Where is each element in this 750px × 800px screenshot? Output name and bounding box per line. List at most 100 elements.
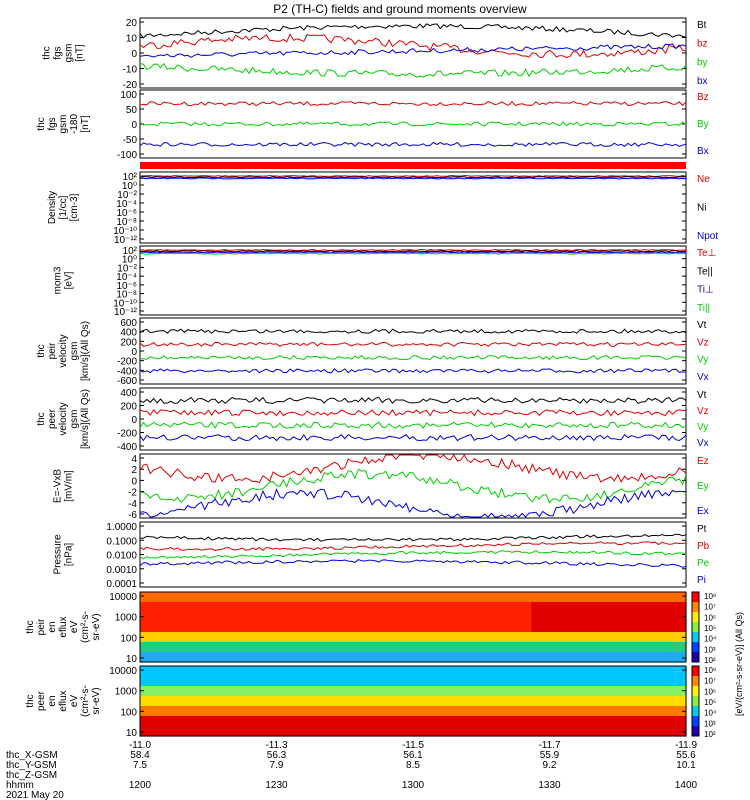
spec-cell xyxy=(212,686,223,692)
spec-cell xyxy=(403,676,414,682)
spec-cell xyxy=(595,731,605,737)
spec-cell xyxy=(267,652,278,658)
spec-cell xyxy=(494,657,505,663)
spec-cell xyxy=(194,597,205,603)
spec-cell xyxy=(194,647,205,653)
spec-cell xyxy=(513,602,523,608)
spec-cell xyxy=(431,731,441,737)
spec-cell xyxy=(485,686,496,692)
colorbar-tick: 10⁷ xyxy=(704,603,716,612)
spec-cell xyxy=(331,607,341,613)
spec-cell xyxy=(485,726,496,732)
colorbar-frame xyxy=(691,665,700,737)
spec-cell xyxy=(504,686,514,692)
spec-cell xyxy=(549,602,560,608)
spec-cell xyxy=(595,607,605,613)
spec-cell xyxy=(658,637,669,643)
spec-cell xyxy=(549,711,560,717)
spec-cell xyxy=(394,607,405,613)
spec-cell xyxy=(140,711,150,717)
spec-cell xyxy=(276,726,287,732)
spec-cell xyxy=(449,597,460,603)
spec-cell xyxy=(440,617,450,623)
colorbar-segment xyxy=(692,726,699,737)
spec-cell xyxy=(640,681,651,687)
spec-cell xyxy=(340,632,350,638)
spec-cell xyxy=(312,681,323,687)
spec-cell xyxy=(622,731,632,737)
spec-cell xyxy=(194,637,205,643)
spec-cell xyxy=(240,706,250,712)
spec-cell xyxy=(176,652,187,658)
spec-cell xyxy=(631,592,642,598)
spec-cell xyxy=(467,652,478,658)
y-label-line: [1/cc] xyxy=(58,195,69,219)
spec-cell xyxy=(231,592,241,598)
spec-cell xyxy=(376,657,387,663)
spec-cell xyxy=(485,652,496,658)
spec-cell xyxy=(167,637,177,643)
spec-cell xyxy=(649,642,660,648)
colorbar-segment xyxy=(692,716,699,727)
spec-cell xyxy=(158,726,168,732)
spec-cell xyxy=(376,731,387,737)
spec-cell xyxy=(294,592,305,598)
spec-cell xyxy=(376,617,387,623)
spec-cell xyxy=(303,652,314,658)
spec-cell xyxy=(185,676,196,682)
spec-cell xyxy=(667,647,678,653)
spec-cell xyxy=(267,706,278,712)
spec-cell xyxy=(631,647,642,653)
spec-cell xyxy=(494,731,505,737)
spec-cell xyxy=(221,691,232,697)
spec-cell xyxy=(212,666,223,672)
colorbar-tick: 10⁷ xyxy=(704,677,716,686)
spec-cell xyxy=(158,632,168,638)
spec-cell xyxy=(303,716,314,722)
spec-cell xyxy=(322,597,332,603)
spec-cell xyxy=(194,602,205,608)
spec-cell xyxy=(376,642,387,648)
spec-cell xyxy=(413,676,423,682)
spec-cell xyxy=(549,617,560,623)
colorbar-segment xyxy=(692,676,699,687)
panel-temp: 10²10⁰10⁻²10⁻⁴10⁻⁶10⁻⁸10⁻¹⁰10⁻¹²mom3[eV]… xyxy=(53,245,716,318)
spec-cell xyxy=(167,642,177,648)
spec-cell xyxy=(258,627,268,633)
spec-cell xyxy=(249,617,259,623)
spec-cell xyxy=(667,617,678,623)
spec-cell xyxy=(449,622,460,628)
spec-cell xyxy=(258,696,268,702)
spec-cell xyxy=(185,726,196,732)
y-axis-label: Pressure[nPa] xyxy=(53,534,75,574)
spec-cell xyxy=(394,622,405,628)
spec-cell xyxy=(504,666,514,672)
spec-cell xyxy=(449,676,460,682)
spec-cell xyxy=(667,612,678,618)
panel-frame xyxy=(139,245,687,316)
spec-cell xyxy=(167,617,177,623)
spec-cell xyxy=(531,602,541,608)
spec-cell xyxy=(158,671,168,677)
spec-cell xyxy=(540,716,551,722)
spec-cell xyxy=(449,627,460,633)
spec-cell xyxy=(231,647,241,653)
spec-cell xyxy=(167,706,177,712)
spec-cell xyxy=(504,726,514,732)
spec-cell xyxy=(358,711,369,717)
spec-cell xyxy=(367,701,378,707)
spec-cell xyxy=(367,652,378,658)
spec-cell xyxy=(531,597,541,603)
spec-cell xyxy=(140,721,150,727)
spec-cell xyxy=(149,612,159,618)
spec-cell xyxy=(249,731,259,737)
spec-cell xyxy=(604,647,614,653)
spec-cell xyxy=(149,716,159,722)
spec-cell xyxy=(403,637,414,643)
spec-cell xyxy=(431,617,441,623)
spec-cell xyxy=(567,632,578,638)
spec-cell xyxy=(394,627,405,633)
spec-cell xyxy=(212,726,223,732)
spec-cell xyxy=(449,592,460,598)
spec-cell xyxy=(476,711,487,717)
